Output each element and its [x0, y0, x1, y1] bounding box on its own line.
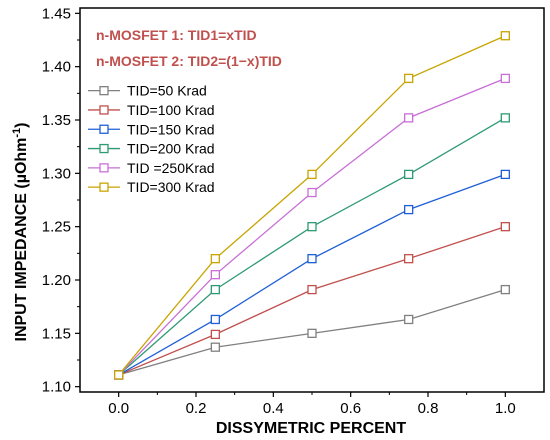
annotation-text-1: n-MOSFET 1: TID1=xTID	[96, 27, 257, 43]
legend-marker	[99, 86, 109, 96]
legend-label: TID=150 Krad	[127, 121, 215, 137]
x-tick-label: 0.6	[340, 400, 361, 417]
y-tick-label: 1.10	[42, 379, 71, 396]
y-tick-label: 1.20	[42, 272, 71, 289]
data-point-marker	[500, 113, 510, 123]
legend-entry-6: TID=300 Krad	[88, 179, 215, 195]
data-point-marker	[210, 254, 220, 264]
data-point-marker	[404, 204, 414, 215]
legend-marker	[99, 124, 109, 134]
x-tick-label: 0.4	[263, 400, 284, 417]
data-point-marker	[114, 370, 124, 380]
y-axis-title-end: )	[13, 123, 30, 128]
data-point-marker	[404, 113, 414, 123]
data-point-marker	[307, 254, 317, 264]
x-axis-title: DISSYMETRIC PERCENT	[216, 420, 406, 437]
y-axis-title-superscript: -1	[11, 128, 23, 138]
y-axis-title-main: INPUT IMPEDANCE (µOhm	[13, 138, 30, 342]
data-point-marker	[500, 222, 510, 232]
legend-entry-3: TID=150 Krad	[88, 121, 215, 137]
x-tick-label: 0.2	[186, 400, 207, 417]
legend-entry-2: TID=100 Krad	[88, 102, 215, 118]
data-point-marker	[404, 314, 414, 325]
x-tick-label: 0.0	[108, 400, 129, 417]
x-tick-label: 1.0	[495, 400, 516, 417]
data-point-marker	[307, 328, 317, 338]
series-6	[114, 31, 510, 380]
y-tick-label: 1.30	[42, 165, 71, 182]
data-point-marker	[210, 284, 220, 295]
data-point-marker	[307, 169, 317, 180]
annotation-text-2: n-MOSFET 2: TID2=(1−x)TID	[96, 53, 282, 69]
legend-marker	[99, 163, 109, 173]
y-tick-label: 1.35	[42, 112, 71, 129]
y-tick-label: 1.25	[42, 219, 71, 236]
data-point-marker	[307, 187, 317, 198]
legend-label: TID=50 Krad	[127, 83, 207, 99]
series-1	[114, 284, 510, 380]
data-point-marker	[500, 284, 510, 295]
legend-entry-5: TID =250Krad	[88, 160, 215, 176]
legend-entry-4: TID=200 Krad	[88, 141, 215, 157]
data-point-marker	[210, 270, 220, 280]
legend-entry-1: TID=50 Krad	[88, 83, 207, 99]
legend-marker	[99, 182, 109, 192]
data-point-marker	[500, 31, 510, 41]
series-line	[118, 173, 506, 376]
y-tick-label: 1.45	[42, 5, 71, 22]
series-2	[114, 222, 510, 380]
data-point-marker	[210, 342, 220, 352]
series-line	[118, 226, 506, 376]
data-point-marker	[210, 314, 220, 325]
x-tick-label: 0.8	[418, 400, 439, 417]
data-point-marker	[500, 73, 510, 84]
y-tick-label: 1.15	[42, 325, 71, 342]
legend-marker	[99, 143, 109, 154]
legend-label: TID =250Krad	[127, 160, 215, 176]
data-point-marker	[404, 73, 414, 84]
data-point-marker	[210, 329, 220, 340]
y-axis-title: INPUT IMPEDANCE (µOhm-1)	[11, 123, 30, 342]
legend-label: TID=100 Krad	[127, 102, 215, 118]
legend-marker	[99, 105, 109, 115]
series-3	[114, 169, 510, 380]
data-point-marker	[404, 169, 414, 180]
legend-label: TID=300 Krad	[127, 179, 215, 195]
y-tick-label: 1.40	[42, 59, 71, 76]
data-point-marker	[404, 254, 414, 264]
data-point-marker	[307, 222, 317, 232]
data-point-marker	[500, 169, 510, 180]
legend-label: TID=200 Krad	[127, 141, 215, 157]
data-point-marker	[307, 284, 317, 295]
